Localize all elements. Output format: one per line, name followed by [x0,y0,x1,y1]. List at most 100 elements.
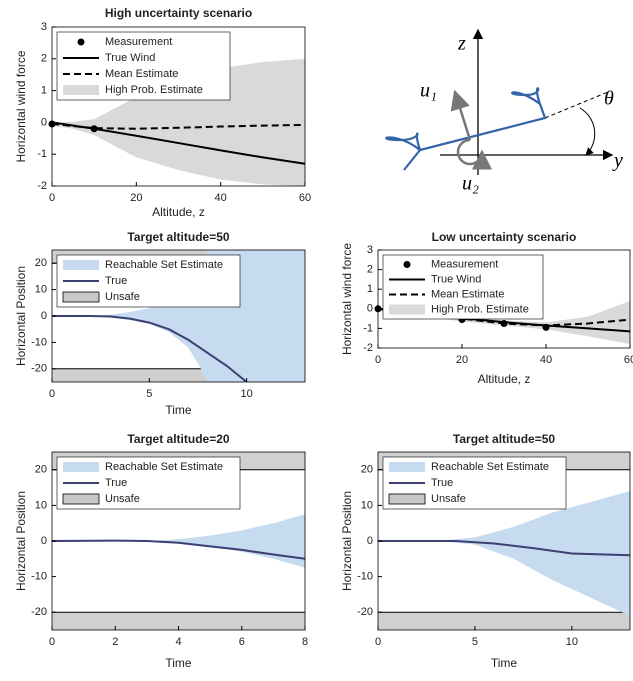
y-tick-label: 0 [41,535,47,547]
true-line [52,539,305,560]
chart-title: Target altitude=20 [127,432,229,446]
x-tick-label: 20 [456,354,468,366]
legend-symbol [62,291,100,303]
axes-box [51,26,306,187]
y-tick-label: 10 [361,499,373,511]
y-tick-label: 0 [367,535,373,547]
legend-label: Measurement [105,36,172,48]
legend-label: Unsafe [431,493,466,505]
z-label: z [457,33,466,55]
y-tick-label: -20 [31,363,47,375]
x-tick-label: 10 [566,636,578,648]
y-tick-label: 20 [361,464,373,476]
chart-title: High uncertainty scenario [105,6,252,20]
y-tick-label: 20 [35,257,47,269]
y-tick-label: -1 [37,148,47,160]
y-tick-label: 0 [41,116,47,128]
chart-title: Target altitude=50 [127,230,229,244]
legend-label: True [431,477,453,489]
y-tick-label: 10 [35,284,47,296]
x-tick-label: 0 [49,192,55,204]
drone-body [403,103,547,171]
x-tick-label: 10 [240,388,252,400]
y-axis-label: Horizontal wind force [340,243,354,355]
true-line [378,540,630,557]
x-axis-label: Time [491,656,518,670]
chart-panel: 0 2 4 6 8 -20 -10 0 10 20 Target altitude=20 Time Ho… [14,432,308,670]
legend-label: Mean Estimate [105,68,178,80]
axes-box [377,249,631,349]
x-tick-label: 0 [49,388,55,400]
legend: Reachable Set Estimate True Unsafe [382,456,567,510]
x-tick-label: 0 [49,636,55,648]
propeller-right [511,87,542,105]
y-tick-label: 1 [41,85,47,97]
y-tick-label: -20 [357,606,373,618]
chart-panel: 0 5 10 -20 -10 0 10 20 Target altitude=50 Time Hor… [14,230,306,417]
y-axis-label: Horizontal Position [14,266,28,366]
x-tick-label: 0 [375,354,381,366]
legend-label: Unsafe [105,493,140,505]
legend-label: Unsafe [105,291,140,303]
legend-symbol [403,261,411,268]
y-tick-label: 0 [41,310,47,322]
y-tick-label: 3 [367,244,373,256]
u2-arrow [456,138,492,170]
u1-arrow [450,89,472,141]
x-tick-label: 20 [130,192,142,204]
drone-diagram: z u₁ u₂ y θ [385,28,623,195]
y-tick-label: 2 [41,53,47,65]
legend-symbol [63,462,99,472]
y-tick-label: -2 [37,180,47,192]
legend: Measurement True Wind Mean Estimate High Pr… [56,31,231,101]
y-tick-label: -10 [31,336,47,348]
legend-symbol [77,38,85,46]
x-tick-label: 8 [302,636,308,648]
chart-panel: 0 5 10 -20 -10 0 10 20 Target altitude=50 Time Hor… [340,432,631,670]
x-tick-label: 60 [299,192,311,204]
measurement-point [500,320,508,327]
y-tick-label: 0 [367,303,373,315]
y-tick-label: -20 [31,606,47,618]
x-tick-label: 5 [146,388,152,400]
propeller-left [385,132,422,151]
u2-label: u₂ [462,173,479,195]
u1-label: u₁ [420,80,437,102]
x-axis-label: Altitude, z [478,372,531,386]
estimate-band [52,514,305,568]
estimate-band [378,491,630,616]
y-tick-label: 20 [35,464,47,476]
true-line [52,315,248,382]
legend-label: Reachable Set Estimate [105,461,223,473]
y-tick-label: 3 [41,21,47,33]
measurement-point [542,323,550,331]
legend-label: Measurement [431,258,498,270]
y-axis-label: Horizontal wind force [14,50,28,162]
legend: Reachable Set Estimate True Unsafe [56,254,241,308]
legend-label: Reachable Set Estimate [105,259,223,271]
x-tick-label: 5 [472,636,478,648]
estimate-band [52,250,305,382]
legend-symbol [389,462,425,472]
chart-panel: 0 20 40 60 -2 -1 0 1 2 3 High uncertainty scenario… [14,6,311,219]
unsafe-region [378,612,630,630]
x-tick-label: 60 [624,354,633,366]
x-axis-label: Altitude, z [152,205,205,219]
legend-symbol [389,304,425,315]
x-tick-label: 40 [540,354,552,366]
y-tick-label: -10 [31,571,47,583]
legend-label: True [105,477,127,489]
legend-label: High Prob. Estimate [431,303,529,315]
y-label: y [612,150,623,172]
mean-estimate-line [52,122,305,130]
x-tick-label: 6 [239,636,245,648]
x-tick-label: 40 [215,192,227,204]
y-tick-label: -2 [363,342,373,354]
legend-label: True Wind [105,52,155,64]
legend-symbol [62,493,100,505]
x-axis-label: Time [165,656,192,670]
y-axis-label: Horizontal Position [14,491,28,591]
unsafe-region [52,612,305,630]
y-axis-label: Horizontal Position [340,491,354,591]
